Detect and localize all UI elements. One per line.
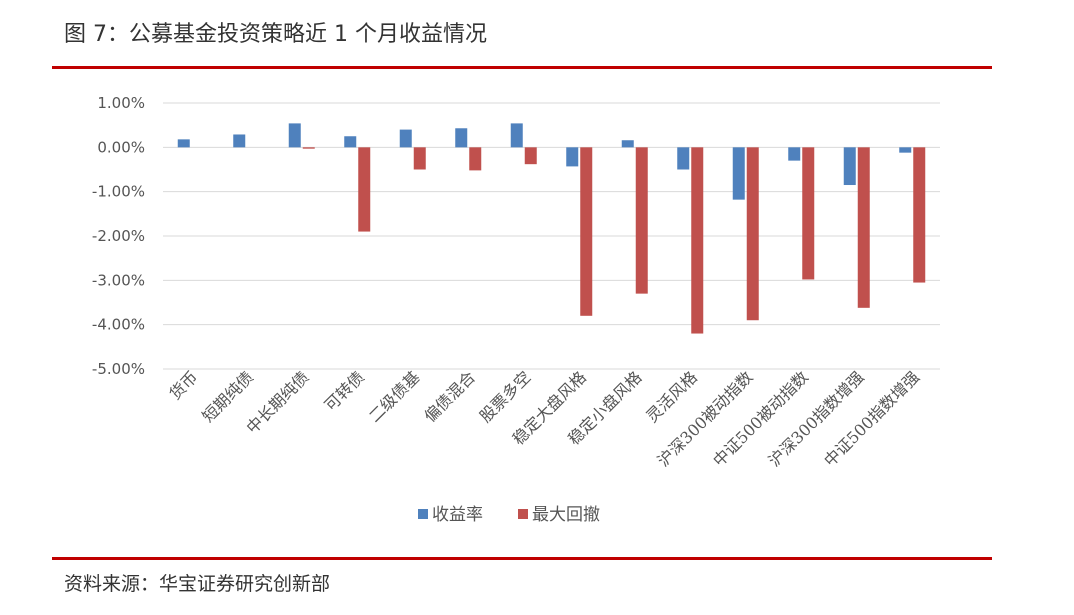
bar-return (177, 139, 190, 148)
category-label: 中证500指数增强 (820, 367, 923, 470)
bar-return (788, 147, 801, 161)
bar-drawdown (524, 147, 537, 165)
grid-lines (163, 102, 940, 370)
bar-return (732, 147, 745, 200)
category-label: 偏债混合 (420, 367, 479, 426)
y-tick-label: -2.00% (92, 227, 145, 245)
bar-return (455, 128, 468, 148)
category-label: 沪深300指数增强 (765, 367, 868, 470)
category-label: 中证500被动指数 (709, 367, 812, 470)
bar-drawdown (469, 147, 482, 171)
category-label: 沪深300被动指数 (654, 367, 757, 470)
bar-return (288, 123, 301, 148)
bar-drawdown (691, 147, 704, 334)
figure-title: 图 7：公募基金投资策略近 1 个月收益情况 (64, 22, 487, 47)
legend-label: 最大回撤 (532, 505, 600, 525)
legend-swatch (418, 509, 428, 519)
legend-label: 收益率 (432, 505, 483, 525)
bar-return (843, 147, 856, 186)
bar-return (233, 134, 246, 148)
bar-drawdown (746, 147, 759, 321)
bar-drawdown (635, 147, 648, 294)
y-tick-label: 1.00% (97, 94, 145, 112)
bar-return (510, 123, 523, 148)
top-divider (52, 66, 992, 69)
bottom-divider (52, 557, 992, 560)
y-tick-label: -3.00% (92, 271, 145, 289)
bar-return (621, 140, 634, 148)
bar-return (344, 136, 357, 148)
category-label: 货币 (166, 367, 202, 403)
bar-drawdown (302, 147, 315, 149)
bar-drawdown (857, 147, 870, 308)
bar-drawdown (413, 147, 426, 170)
source-note: 资料来源：华宝证券研究创新部 (64, 573, 331, 595)
category-label: 二级债基 (365, 367, 424, 426)
bar-return (677, 147, 690, 170)
y-tick-label: -5.00% (92, 360, 145, 378)
legend-swatch (518, 509, 528, 519)
bar-drawdown (580, 147, 593, 316)
bars (177, 123, 926, 334)
y-tick-label: -1.00% (92, 183, 145, 201)
bar-drawdown (802, 147, 815, 280)
y-tick-label: -4.00% (92, 316, 145, 334)
y-tick-label: 0.00% (97, 138, 145, 156)
legend: 收益率 最大回撤 (418, 505, 600, 525)
y-axis-ticks: 1.00% 0.00% -1.00% -2.00% -3.00% -4.00% -5.00% (92, 94, 145, 378)
category-label: 可转债 (321, 367, 368, 414)
bar-return (899, 147, 912, 153)
bar-drawdown (913, 147, 926, 283)
bar-return (566, 147, 579, 167)
bar-return (399, 129, 412, 148)
bar-drawdown (358, 147, 371, 232)
